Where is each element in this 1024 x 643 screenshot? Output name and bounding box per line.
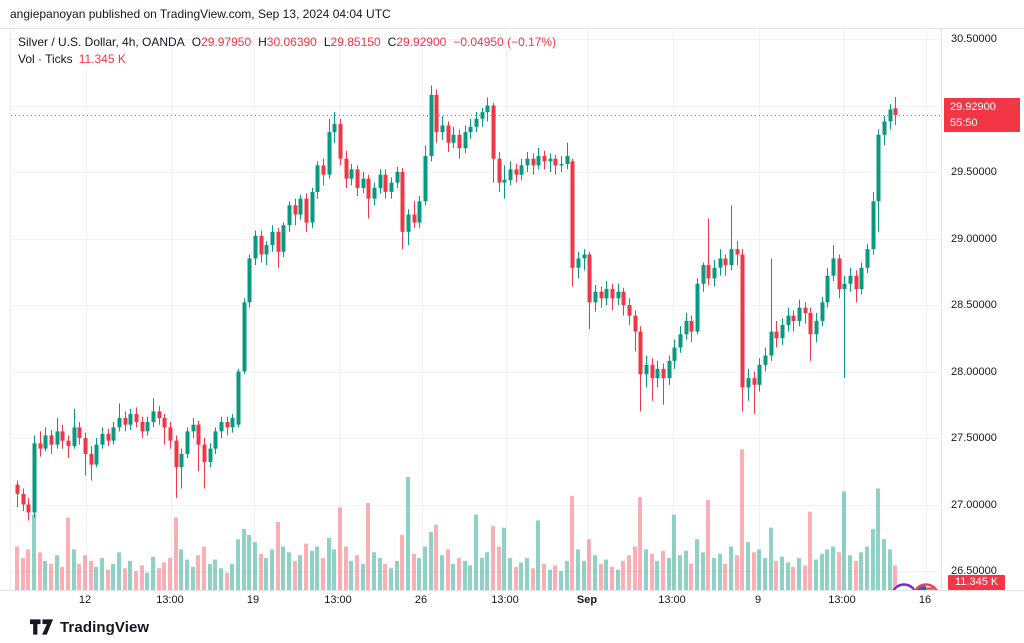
- price-axis-label: 26.50000: [951, 565, 997, 577]
- price-axis-label: 27.50000: [951, 432, 997, 444]
- legend-volume-row: Vol · Ticks 11.345 K: [18, 51, 556, 68]
- ohlc-value: 29.92900: [396, 35, 447, 49]
- bar-countdown: 55:50: [950, 116, 978, 129]
- ohlc-key: H: [258, 35, 267, 49]
- ohlc-value: 30.06390: [266, 35, 317, 49]
- price-axis-label: 28.50000: [951, 299, 997, 311]
- volume-label: Vol · Ticks: [18, 52, 73, 66]
- price-axis-label: 29.00000: [951, 232, 997, 245]
- time-axis-label: 16: [918, 594, 932, 606]
- price-axis-label: 27.00000: [951, 498, 997, 511]
- symbol-title: Silver / U.S. Dollar, 4h, OANDA: [18, 35, 185, 49]
- footer-bar: TradingView: [0, 609, 1024, 643]
- time-axis-label: 19: [246, 594, 260, 606]
- time-axis[interactable]: 12 13:00 19 13:00 26 13:00 Sep 13:00 9 13:00 16: [0, 590, 1024, 610]
- ohlc-key: O: [191, 35, 202, 49]
- time-axis-label: Sep: [576, 594, 598, 606]
- price-axis-label: 30.50000: [951, 33, 997, 45]
- chart-legend: Silver / U.S. Dollar, 4h, OANDA O29.97950…: [18, 34, 556, 68]
- attribution-bar: angiepanoyan published on TradingView.co…: [10, 7, 391, 21]
- price-axis[interactable]: 30.5000030.0000029.5000029.0000028.50000…: [941, 29, 1024, 591]
- chart-pane[interactable]: Silver / U.S. Dollar, 4h, OANDA O29.97950…: [10, 29, 942, 611]
- time-axis-label: 13:00: [658, 594, 686, 606]
- current-price-flag: 29.92900 55:50: [944, 97, 1020, 132]
- price-axis-label: 29.50000: [951, 166, 997, 178]
- chart-area: Silver / U.S. Dollar, 4h, OANDA O29.97950…: [0, 28, 1024, 611]
- price-axis-label: 28.00000: [951, 365, 997, 378]
- time-axis-label: 13:00: [828, 594, 856, 606]
- time-axis-label: 13:00: [491, 594, 519, 606]
- current-price-value: 29.92900: [950, 100, 996, 113]
- time-axis-label: 13:00: [324, 594, 352, 606]
- time-axis-label: 26: [414, 594, 428, 606]
- candlestick-chart[interactable]: [11, 29, 942, 591]
- ohlc-value: 29.97950: [201, 35, 252, 49]
- tradingview-logo[interactable]: TradingView: [30, 617, 149, 637]
- ohlc-values: O29.97950 H30.06390 L29.85150 C29.92900: [185, 35, 447, 49]
- time-axis-label: 12: [78, 594, 92, 606]
- volume-value: 11.345 K: [78, 52, 126, 66]
- legend-symbol-row: Silver / U.S. Dollar, 4h, OANDA O29.97950…: [18, 34, 556, 51]
- change-value: −0.04950 (−0.17%): [453, 35, 557, 49]
- volume-flag: 11.345 K: [948, 575, 1006, 590]
- tradingview-logo-icon: [30, 619, 53, 635]
- time-axis-label: 13:00: [156, 594, 184, 606]
- ohlc-key: L: [323, 35, 331, 49]
- tradingview-logo-text: TradingView: [60, 618, 150, 636]
- time-axis-label: 9: [754, 594, 762, 606]
- ohlc-value: 29.85150: [330, 35, 381, 49]
- ohlc-key: C: [387, 35, 397, 49]
